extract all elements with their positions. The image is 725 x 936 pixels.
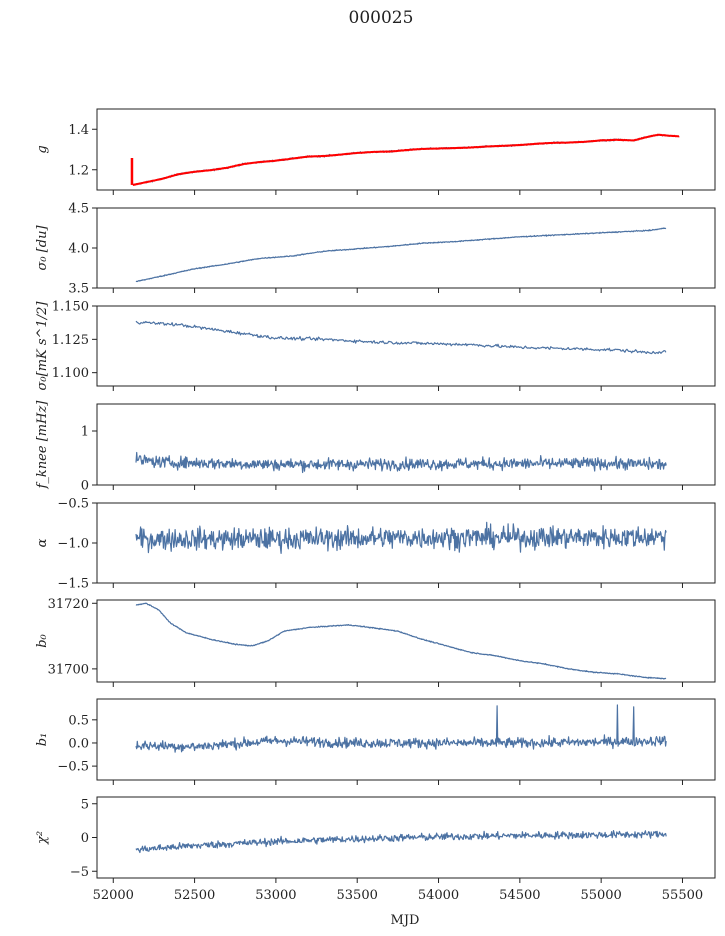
series-line-2 <box>132 133 680 186</box>
axes-frame <box>96 207 716 289</box>
y-axis-label: b₁ <box>35 733 50 747</box>
x-tick-label: 54000 <box>418 888 459 903</box>
x-tick-label: 52500 <box>174 888 215 903</box>
y-tick-label: 1.150 <box>52 300 89 315</box>
y-tick-label: 1.4 <box>68 123 89 138</box>
x-tick-label: 52000 <box>93 888 134 903</box>
plot-area <box>135 830 667 854</box>
y-tick-label: 0.5 <box>68 713 89 728</box>
y-axis-label: σ₀ [du] <box>35 225 50 271</box>
figure-title: 000025 <box>349 8 414 28</box>
axes-frame <box>96 698 716 781</box>
y-tick-label: 4.0 <box>68 242 89 257</box>
panel-b1: −0.5 0.0 0.5 b₁ <box>35 698 716 785</box>
plot-area <box>130 133 680 186</box>
plot-area <box>135 602 667 680</box>
y-axis-label: σ₀[mK s^1/2] <box>35 301 50 391</box>
axes-frame <box>96 403 716 486</box>
y-tick-label: 3.5 <box>68 282 89 297</box>
x-tick-label: 53000 <box>255 888 296 903</box>
series-line-1 <box>135 521 667 554</box>
series-line-1 <box>135 704 667 753</box>
series-line-1 <box>135 830 667 854</box>
plot-area <box>135 227 667 283</box>
y-axis-label: χ² <box>35 831 50 845</box>
plot-area <box>135 320 667 355</box>
y-tick-label: 31720 <box>48 597 89 612</box>
panel-alpha: −1.5 −1.0 −0.5 α <box>35 497 716 592</box>
y-tick-label: 0 <box>81 831 89 846</box>
y-tick-label: 1.125 <box>52 333 89 348</box>
x-tick-label: 55000 <box>580 888 621 903</box>
y-tick-label: −1.0 <box>57 537 89 552</box>
x-axis-label: MJD <box>391 913 420 928</box>
plot-area <box>135 704 667 753</box>
panel-chi2: −5 0 5 52000 52500 53000 53500 54000 54500 55000 5… <box>35 796 716 903</box>
series-line-1 <box>135 227 667 283</box>
axes-frame <box>96 599 716 683</box>
y-axis-label: α <box>35 538 50 547</box>
plot-area <box>135 521 667 554</box>
series-line-1 <box>135 320 667 355</box>
y-tick-label: −0.5 <box>57 497 89 512</box>
y-tick-label: 5 <box>81 797 89 812</box>
y-axis-label: b₀ <box>35 633 50 647</box>
axes-frame <box>96 305 716 387</box>
y-tick-label: −5 <box>70 865 89 880</box>
series-line-1 <box>135 602 667 680</box>
x-tick-label: 54500 <box>499 888 540 903</box>
y-tick-label: 1.2 <box>68 163 89 178</box>
y-tick-label: 0.0 <box>68 736 89 751</box>
plot-area <box>135 451 667 474</box>
panels: 1.2 1.4 g 3.5 4.0 4.5 σ₀ [du] 1.100 1.125 1.150σ₀… <box>35 108 716 903</box>
y-tick-label: 31700 <box>48 662 89 677</box>
y-tick-label: 1 <box>81 425 89 440</box>
y-tick-label: −1.5 <box>57 577 89 592</box>
panel-g: 1.2 1.4 g <box>35 108 716 195</box>
y-axis-label: g <box>35 145 50 153</box>
axes-frame <box>96 108 716 191</box>
y-tick-label: 0 <box>81 479 89 494</box>
panel-sigma0-du: 3.5 4.0 4.5 σ₀ [du] <box>35 202 716 297</box>
y-tick-label: −0.5 <box>57 760 89 775</box>
y-tick-label: 4.5 <box>68 202 89 217</box>
y-axis-label: f_knee [mHz] <box>35 400 50 490</box>
series-line-1 <box>135 451 667 474</box>
x-tick-label: 55500 <box>662 888 703 903</box>
y-tick-label: 1.100 <box>52 366 89 381</box>
panel-b0: 31700 31720 b₀ <box>35 597 716 687</box>
x-tick-label: 53500 <box>337 888 378 903</box>
panel-fknee: 0 1 f_knee [mHz] <box>35 400 716 494</box>
